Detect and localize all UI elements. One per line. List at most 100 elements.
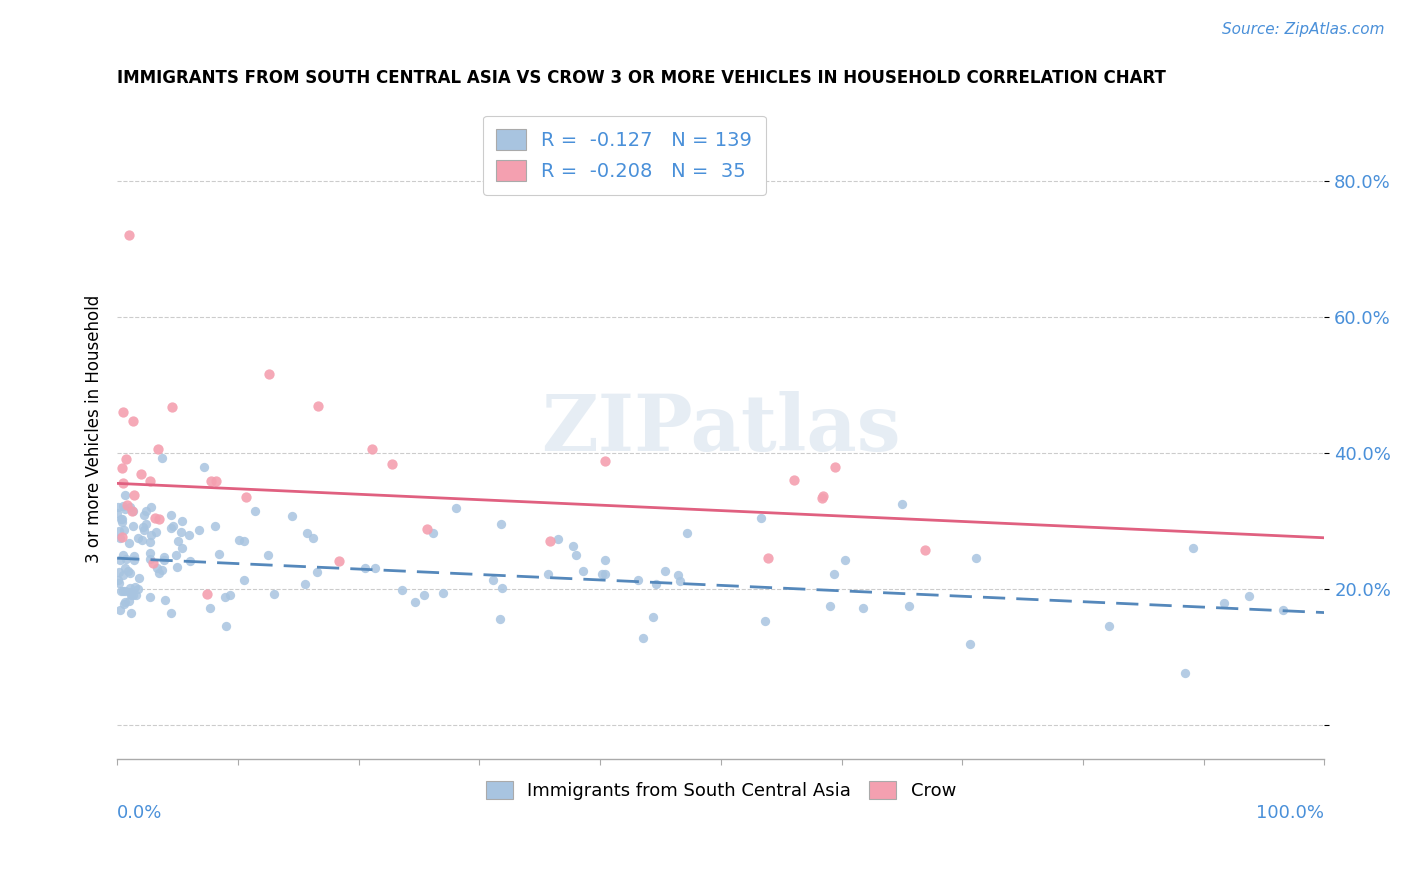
Point xyxy=(666,567,689,582)
Point xyxy=(121,519,143,533)
Point xyxy=(834,553,856,567)
Point xyxy=(565,549,588,563)
Point xyxy=(233,573,256,587)
Point xyxy=(257,367,280,381)
Point xyxy=(122,488,145,502)
Point xyxy=(824,459,846,474)
Point xyxy=(142,556,165,570)
Point xyxy=(131,533,153,547)
Point xyxy=(891,497,914,511)
Point xyxy=(120,566,142,581)
Point xyxy=(562,539,585,553)
Point xyxy=(413,588,436,602)
Point xyxy=(198,600,221,615)
Point xyxy=(1272,603,1295,617)
Point xyxy=(135,504,157,518)
Point xyxy=(898,599,921,614)
Point xyxy=(235,491,257,505)
Text: 0.0%: 0.0% xyxy=(117,804,163,822)
Point xyxy=(1237,589,1260,603)
Point xyxy=(914,543,936,558)
Point xyxy=(139,534,162,549)
Point xyxy=(404,595,426,609)
Point xyxy=(170,541,193,556)
Point xyxy=(110,512,132,526)
Point xyxy=(127,532,149,546)
Point xyxy=(214,591,236,605)
Point xyxy=(139,474,162,488)
Point xyxy=(294,576,316,591)
Point xyxy=(111,530,134,544)
Point xyxy=(852,601,875,615)
Point xyxy=(593,454,616,468)
Point xyxy=(593,566,616,581)
Point xyxy=(179,528,201,542)
Point xyxy=(108,576,131,591)
Y-axis label: 3 or more Vehicles in Household: 3 or more Vehicles in Household xyxy=(86,295,103,563)
Point xyxy=(148,566,170,581)
Point xyxy=(112,405,135,419)
Legend: Immigrants from South Central Asia, Crow: Immigrants from South Central Asia, Crow xyxy=(477,772,965,809)
Point xyxy=(205,474,228,488)
Point xyxy=(139,528,162,542)
Point xyxy=(114,560,136,574)
Point xyxy=(641,610,664,624)
Point xyxy=(256,549,278,563)
Point xyxy=(422,525,444,540)
Point xyxy=(823,566,845,581)
Point xyxy=(115,451,138,466)
Point xyxy=(820,599,842,613)
Point xyxy=(118,584,141,599)
Point xyxy=(118,594,141,608)
Point xyxy=(160,508,183,522)
Point xyxy=(159,521,181,535)
Point xyxy=(121,504,143,518)
Point xyxy=(204,518,226,533)
Point xyxy=(122,549,145,563)
Point xyxy=(328,554,350,568)
Point xyxy=(1098,619,1121,633)
Point xyxy=(108,565,131,579)
Point xyxy=(676,525,699,540)
Point xyxy=(361,442,384,456)
Point xyxy=(139,590,162,604)
Point xyxy=(193,460,215,475)
Point xyxy=(232,533,254,548)
Point xyxy=(391,583,413,598)
Point xyxy=(165,549,187,563)
Point xyxy=(108,552,131,566)
Point xyxy=(120,588,142,602)
Point xyxy=(138,552,160,566)
Point xyxy=(146,442,169,457)
Point xyxy=(128,571,150,585)
Point xyxy=(117,564,139,578)
Point xyxy=(114,523,136,537)
Point xyxy=(571,564,593,578)
Point xyxy=(120,581,142,595)
Point xyxy=(354,561,377,575)
Point xyxy=(432,586,454,600)
Point xyxy=(134,524,156,538)
Point xyxy=(107,573,129,587)
Point xyxy=(110,584,132,599)
Point xyxy=(754,614,776,628)
Point xyxy=(179,554,201,568)
Point xyxy=(631,631,654,645)
Text: ZIPatlas: ZIPatlas xyxy=(541,391,901,467)
Point xyxy=(295,525,318,540)
Point xyxy=(118,500,141,514)
Point xyxy=(381,457,404,471)
Point xyxy=(111,476,134,491)
Point xyxy=(1181,541,1204,556)
Point xyxy=(811,489,834,503)
Point xyxy=(187,523,209,537)
Point xyxy=(125,588,148,602)
Point xyxy=(782,473,804,487)
Point xyxy=(302,531,325,545)
Point xyxy=(537,567,560,582)
Point xyxy=(965,550,987,565)
Point xyxy=(538,533,561,548)
Point xyxy=(488,611,510,625)
Text: 100.0%: 100.0% xyxy=(1257,804,1324,822)
Point xyxy=(305,565,328,579)
